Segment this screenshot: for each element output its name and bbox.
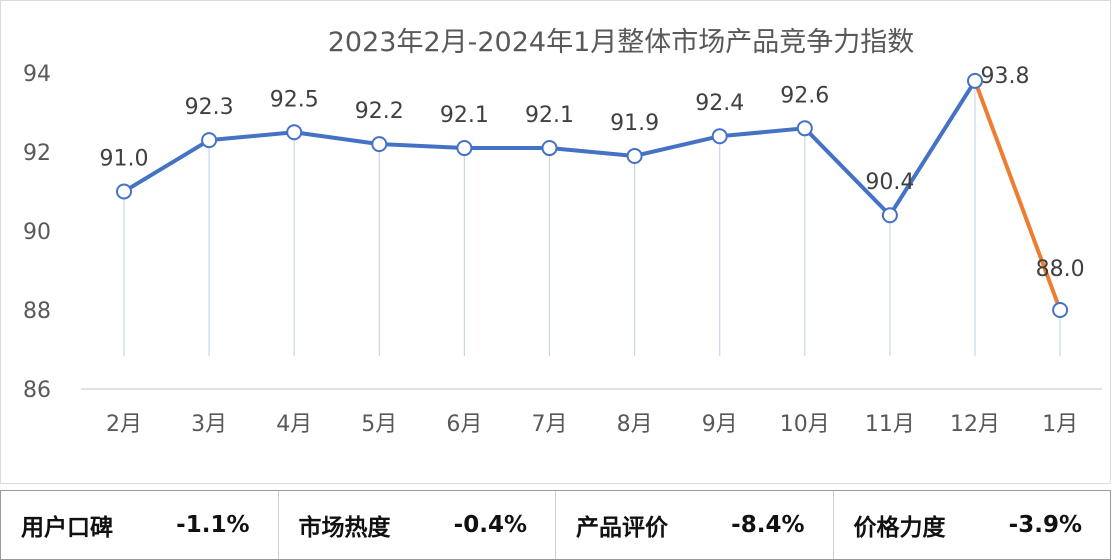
metric-value: -0.4% <box>453 512 527 538</box>
data-label: 92.5 <box>270 87 319 112</box>
data-label: 92.1 <box>525 103 574 128</box>
y-tick-label: 92 <box>23 141 51 166</box>
x-tick-label: 4月 <box>276 412 312 437</box>
data-point <box>967 72 983 89</box>
data-point <box>1052 302 1069 318</box>
metric-value: -8.4% <box>731 512 805 538</box>
data-label: 91.0 <box>100 147 149 172</box>
data-label: 91.9 <box>610 111 659 136</box>
chart-area: 2023年2月-2024年1月整体市场产品竞争力指数 86 88 90 92 94 2月… <box>0 0 1111 484</box>
x-tick-label: 10月 <box>780 412 830 437</box>
data-point <box>456 140 473 157</box>
metric-value: -3.9% <box>1008 512 1082 538</box>
series-line-latest-segment <box>973 78 1063 312</box>
x-tick-label: 6月 <box>446 412 482 437</box>
y-tick-label: 86 <box>23 378 51 403</box>
data-label: 92.2 <box>355 99 404 124</box>
x-tick-label: 1月 <box>1042 412 1078 437</box>
x-tick-label: 9月 <box>702 412 738 437</box>
data-point <box>626 147 643 164</box>
y-tick-label: 88 <box>23 299 51 324</box>
metric-user-reputation: 用户口碑 -1.1% <box>1 491 279 559</box>
x-tick-label: 2月 <box>106 412 142 437</box>
x-tick-label: 8月 <box>617 412 653 437</box>
x-tick-label: 5月 <box>361 412 397 437</box>
data-label: 92.4 <box>695 91 744 116</box>
data-label: 92.6 <box>780 83 829 108</box>
x-tick-label: 3月 <box>191 412 227 437</box>
metric-value: -1.1% <box>176 512 250 538</box>
data-label: 93.8 <box>981 64 1030 89</box>
metric-label: 用户口碑 <box>21 515 113 541</box>
metrics-bar: 用户口碑 -1.1% 市场热度 -0.4% 产品评价 -8.4% 价格力度 -3… <box>0 490 1111 560</box>
data-point <box>201 132 218 149</box>
metric-product-review: 产品评价 -8.4% <box>556 491 834 559</box>
chart-title: 2023年2月-2024年1月整体市场产品竞争力指数 <box>328 27 915 58</box>
metric-market-heat: 市场热度 -0.4% <box>279 491 556 559</box>
data-point <box>881 207 898 224</box>
x-tick-label: 12月 <box>950 412 1000 437</box>
data-label: 90.4 <box>865 170 914 195</box>
y-tick-label: 94 <box>23 62 51 87</box>
metric-price-strength: 价格力度 -3.9% <box>834 491 1111 559</box>
data-point <box>286 124 303 141</box>
metric-label: 市场热度 <box>298 515 391 541</box>
x-tick-label: 7月 <box>532 412 568 437</box>
data-point <box>541 140 558 157</box>
data-label: 92.1 <box>440 103 489 128</box>
metric-label: 价格力度 <box>853 515 946 541</box>
data-point <box>796 120 813 137</box>
data-label: 88.0 <box>1036 257 1085 282</box>
data-point <box>116 183 132 200</box>
data-label: 92.3 <box>185 95 234 120</box>
metric-label: 产品评价 <box>576 515 668 541</box>
line-chart: 2023年2月-2024年1月整体市场产品竞争力指数 86 88 90 92 94 2月… <box>23 27 1102 437</box>
x-tick-label: 11月 <box>865 412 915 437</box>
data-point <box>711 128 728 145</box>
y-tick-label: 90 <box>23 220 51 245</box>
data-point <box>371 136 388 153</box>
